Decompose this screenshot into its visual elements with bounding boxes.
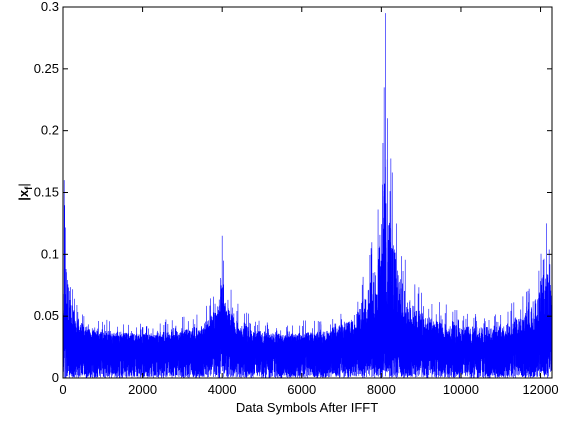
y-tick-label: 0.05 (34, 308, 59, 323)
x-tick-label: 12000 (522, 382, 558, 397)
y-tick-label: 0.3 (41, 0, 59, 14)
x-tick-label: 10000 (443, 382, 479, 397)
y-axis-title-subscript: f (24, 186, 35, 190)
y-axis-ticks: 0 0.05 0.1 0.15 0.2 0.25 0.3 (34, 0, 552, 385)
x-axis-ticks: 0 2000 4000 6000 8000 10000 12000 (59, 7, 559, 397)
signal-series-line (62, 13, 553, 379)
y-tick-label: 0.1 (41, 246, 59, 261)
y-tick-label: 0 (52, 370, 59, 385)
y-axis-title-main: |x (16, 189, 31, 201)
x-tick-label: 8000 (367, 382, 396, 397)
x-tick-label: 4000 (208, 382, 237, 397)
y-tick-label: 0.2 (41, 123, 59, 138)
y-axis-title: |xf| (16, 183, 35, 201)
series-layer (62, 13, 553, 379)
x-axis-title: Data Symbols After IFFT (236, 400, 378, 415)
plot-background (63, 7, 552, 378)
y-axis-title-end: | (16, 183, 31, 186)
y-tick-label: 0.15 (34, 185, 59, 200)
x-tick-label: 2000 (128, 382, 157, 397)
y-tick-label: 0.25 (34, 61, 59, 76)
x-tick-label: 0 (59, 382, 66, 397)
x-tick-label: 6000 (287, 382, 316, 397)
